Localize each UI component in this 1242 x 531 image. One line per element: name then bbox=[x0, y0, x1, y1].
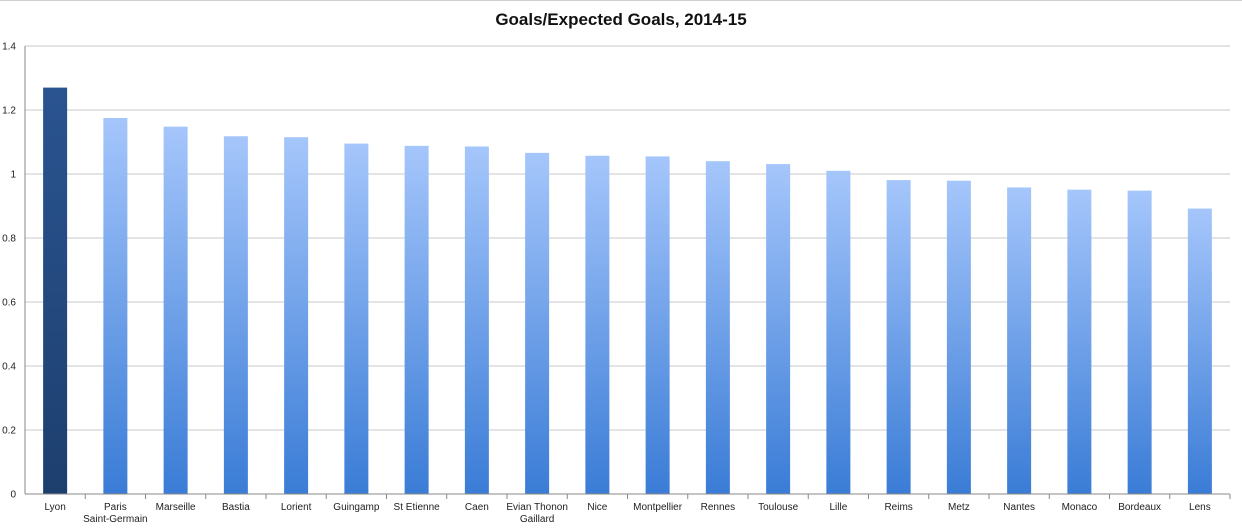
x-tick-label: Monaco bbox=[1062, 502, 1098, 513]
bar-monaco bbox=[1067, 189, 1092, 494]
x-tick-label: Lens bbox=[1189, 502, 1211, 513]
x-tick-label: St Etienne bbox=[394, 502, 441, 513]
bar-evian-thonon-gaillard bbox=[525, 152, 550, 494]
bar-reims bbox=[886, 180, 911, 494]
bar-toulouse bbox=[766, 164, 791, 494]
bar-nice bbox=[585, 155, 610, 494]
bar-paris-saint-germain bbox=[103, 118, 128, 494]
x-tick-label: Nice bbox=[587, 502, 607, 513]
bar-caen bbox=[464, 146, 489, 495]
x-tick-label: Metz bbox=[948, 502, 970, 513]
x-tick-label: Bordeaux bbox=[1118, 502, 1161, 513]
bar-montpellier bbox=[645, 156, 670, 494]
x-tick-label: Evian Thonon Gaillard bbox=[506, 502, 568, 525]
chart-title: Goals/Expected Goals, 2014-15 bbox=[495, 10, 747, 29]
x-tick-label: Montpellier bbox=[633, 502, 683, 513]
bar-bastia bbox=[223, 136, 248, 495]
bar-st-etienne bbox=[404, 145, 429, 494]
y-tick-label: 1.2 bbox=[2, 106, 16, 117]
x-tick-label: Marseille bbox=[156, 502, 196, 513]
y-tick-label: 0 bbox=[10, 490, 16, 501]
y-tick-label: 0.6 bbox=[2, 298, 16, 309]
bar-nantes bbox=[1007, 187, 1032, 494]
bars bbox=[43, 87, 1212, 495]
bar-rennes bbox=[705, 161, 730, 494]
top-border bbox=[0, 0, 1242, 1]
x-tick-label: Guingamp bbox=[333, 502, 380, 513]
axes bbox=[24, 46, 1231, 499]
bar-metz bbox=[946, 180, 971, 494]
x-tick-label: Lille bbox=[829, 502, 847, 513]
bar-bordeaux bbox=[1127, 190, 1152, 494]
labels: 0 0.2 0.4 0.6 0.8 1 1.2 1.4 Lyon Paris Saint-Germa… bbox=[2, 42, 1211, 526]
x-tick-label: Caen bbox=[465, 502, 489, 513]
bar-lyon bbox=[43, 87, 68, 494]
bar-lens bbox=[1187, 208, 1212, 494]
x-tick-label: Reims bbox=[884, 502, 912, 513]
y-tick-label: 0.2 bbox=[2, 426, 16, 437]
bar-lille bbox=[826, 170, 851, 495]
x-tick-label: Bastia bbox=[222, 502, 250, 513]
bar-marseille bbox=[163, 126, 188, 494]
x-tick-label: Paris Saint-Germain bbox=[83, 502, 147, 525]
x-tick-label: Rennes bbox=[701, 502, 735, 513]
y-tick-label: 1 bbox=[10, 170, 16, 181]
bar-lorient bbox=[284, 137, 309, 494]
y-tick-label: 0.4 bbox=[2, 362, 16, 373]
gridlines bbox=[25, 45, 1230, 431]
x-tick-label: Nantes bbox=[1003, 502, 1035, 513]
x-tick-label: Lyon bbox=[44, 502, 65, 513]
y-tick-label: 1.4 bbox=[2, 42, 16, 53]
x-tick-label: Toulouse bbox=[758, 502, 798, 513]
bar-guingamp bbox=[344, 143, 369, 494]
x-tick-label: Lorient bbox=[281, 502, 312, 513]
y-tick-label: 0.8 bbox=[2, 234, 16, 245]
